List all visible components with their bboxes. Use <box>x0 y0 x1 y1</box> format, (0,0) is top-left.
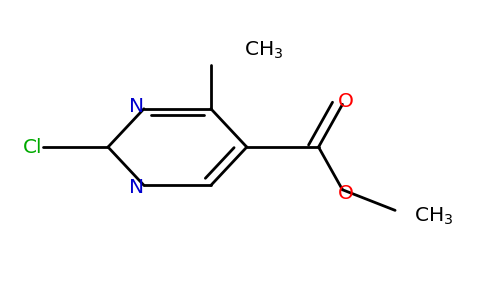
Text: O: O <box>338 184 354 203</box>
Text: N: N <box>129 178 144 197</box>
Text: Cl: Cl <box>23 138 42 157</box>
Text: N: N <box>129 97 144 116</box>
Text: O: O <box>338 92 354 111</box>
Text: CH$_3$: CH$_3$ <box>414 206 454 227</box>
Text: CH$_3$: CH$_3$ <box>244 39 284 61</box>
